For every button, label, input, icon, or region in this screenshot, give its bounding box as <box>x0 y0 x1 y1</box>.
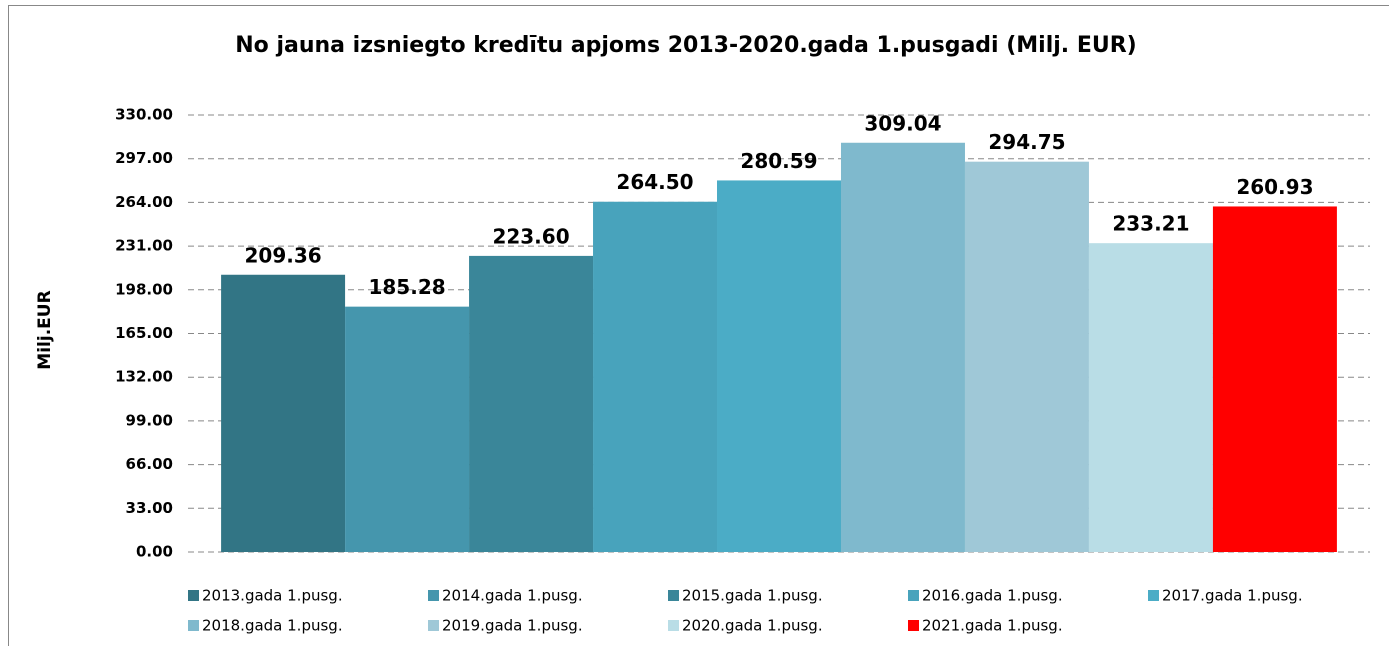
y-tick-label: 198.00 <box>115 280 173 298</box>
bar <box>717 180 841 552</box>
y-axis-label: Milj.EUR <box>35 290 55 369</box>
legend-label: 2014.gada 1.pusg. <box>442 587 583 605</box>
data-label: 223.60 <box>492 224 569 248</box>
legend-swatch <box>668 620 679 631</box>
bar <box>593 201 718 552</box>
legend-swatch <box>428 620 439 631</box>
bar <box>469 255 594 552</box>
legend-swatch <box>188 590 199 601</box>
y-tick-label: 66.00 <box>126 455 173 473</box>
legend-swatch <box>908 620 919 631</box>
data-label: 309.04 <box>864 111 941 135</box>
legend-swatch <box>1148 590 1159 601</box>
y-tick-label: 330.00 <box>115 106 173 124</box>
legend-swatch <box>188 620 199 631</box>
bar <box>1212 206 1337 552</box>
legend-label: 2017.gada 1.pusg. <box>1162 587 1303 605</box>
data-label: 294.75 <box>988 130 1065 154</box>
legend-swatch <box>908 590 919 601</box>
legend-swatch <box>428 590 439 601</box>
chart-title: No jauna izsniegto kredītu apjoms 2013-2… <box>235 33 1136 58</box>
y-tick-label: 264.00 <box>115 193 173 211</box>
legend-label: 2020.gada 1.pusg. <box>682 617 823 635</box>
y-tick-label: 99.00 <box>126 411 173 429</box>
bar <box>345 306 470 552</box>
data-label: 264.50 <box>616 170 693 194</box>
data-label: 260.93 <box>1236 175 1313 199</box>
y-tick-label: 231.00 <box>115 237 173 255</box>
bar <box>840 142 965 553</box>
legend-label: 2013.gada 1.pusg. <box>202 587 343 605</box>
y-tick-label: 165.00 <box>115 324 173 342</box>
bar <box>964 161 1089 552</box>
legend-label: 2019.gada 1.pusg. <box>442 617 583 635</box>
data-label: 185.28 <box>368 275 445 299</box>
y-tick-label: 0.00 <box>136 543 173 561</box>
legend-swatch <box>668 590 679 601</box>
y-tick-label: 132.00 <box>115 368 173 386</box>
legend-label: 2016.gada 1.pusg. <box>922 587 1063 605</box>
legend-label: 2015.gada 1.pusg. <box>682 587 823 605</box>
bar <box>221 274 346 552</box>
bar <box>1088 243 1213 552</box>
y-tick-label: 297.00 <box>115 149 173 167</box>
data-label: 280.59 <box>740 149 817 173</box>
data-label: 233.21 <box>1112 212 1189 236</box>
legend-label: 2018.gada 1.pusg. <box>202 617 343 635</box>
legend-label: 2021.gada 1.pusg. <box>922 617 1063 635</box>
data-label: 209.36 <box>244 243 321 267</box>
y-tick-label: 33.00 <box>126 499 173 517</box>
